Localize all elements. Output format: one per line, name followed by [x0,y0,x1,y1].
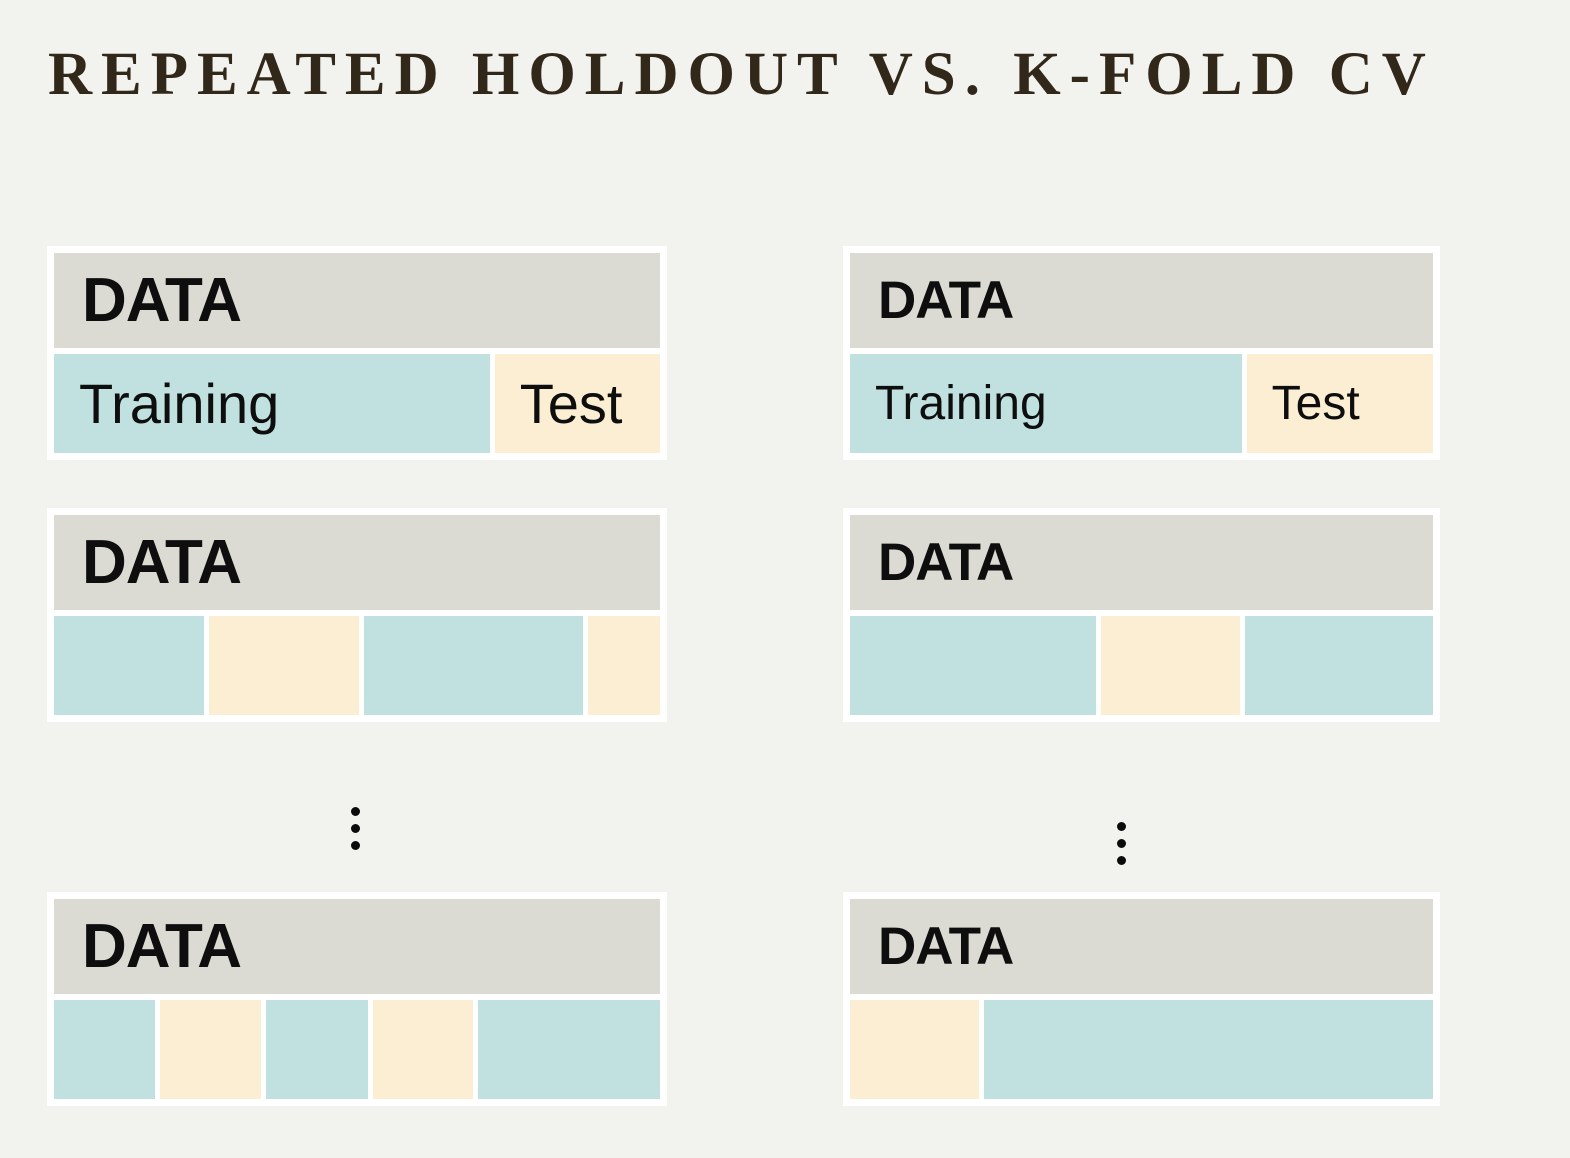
vertical-ellipsis-icon [1117,822,1126,865]
test-segment: Test [1246,354,1433,453]
test-segment [587,616,660,715]
split-bar: Training Test [54,354,660,453]
data-header: DATA [54,515,660,610]
k-fold-cv-panel-1: DATA Training Test [843,246,1440,460]
repeated-holdout-panel-1: DATA Training Test [47,246,667,460]
kfold-cv-column: DATA Training Test DATA DATA [843,246,1440,1126]
test-segment [850,1000,980,1099]
ellipsis-dot [351,841,360,850]
training-label: Training [79,371,280,435]
split-bar [54,1000,660,1099]
data-label: DATA [82,265,242,335]
repeated-holdout-panel-3: DATA [47,892,667,1106]
training-segment [364,616,583,715]
test-segment: Test [494,354,660,453]
training-segment: Training [850,354,1242,453]
data-label: DATA [878,533,1014,592]
test-segment [208,616,360,715]
training-segment [478,1000,660,1099]
training-segment [1244,616,1433,715]
ellipsis-dot [1117,856,1126,865]
training-segment [850,616,1097,715]
training-segment [54,616,204,715]
ellipsis-dot [1117,839,1126,848]
ellipsis-dot [351,824,360,833]
ellipsis-dot [351,807,360,816]
k-fold-cv-panel-2: DATA [843,508,1440,722]
data-label: DATA [878,917,1014,976]
vertical-ellipsis-icon [351,807,360,850]
training-segment [266,1000,368,1099]
data-header: DATA [850,253,1433,348]
slide-title: REPEATED HOLDOUT VS. K-FOLD CV [48,41,1435,108]
training-label: Training [875,376,1047,430]
data-label: DATA [82,527,242,597]
training-segment: Training [54,354,490,453]
data-header: DATA [850,899,1433,994]
repeated-holdout-column: DATA Training Test DATA DATA [47,246,667,1126]
test-segment [159,1000,262,1099]
data-header: DATA [850,515,1433,610]
split-bar [850,616,1433,715]
repeated-holdout-panel-2: DATA [47,508,667,722]
split-bar [54,616,660,715]
test-segment [372,1000,474,1099]
data-header: DATA [54,253,660,348]
split-bar: Training Test [850,354,1433,453]
test-label: Test [1271,376,1360,430]
data-label: DATA [878,271,1014,330]
split-bar [850,1000,1433,1099]
data-header: DATA [54,899,660,994]
test-segment [1101,616,1240,715]
k-fold-cv-panel-3: DATA [843,892,1440,1106]
training-segment [984,1000,1433,1099]
ellipsis-dot [1117,822,1126,831]
test-label: Test [519,371,623,435]
training-segment [54,1000,155,1099]
data-label: DATA [82,911,242,981]
